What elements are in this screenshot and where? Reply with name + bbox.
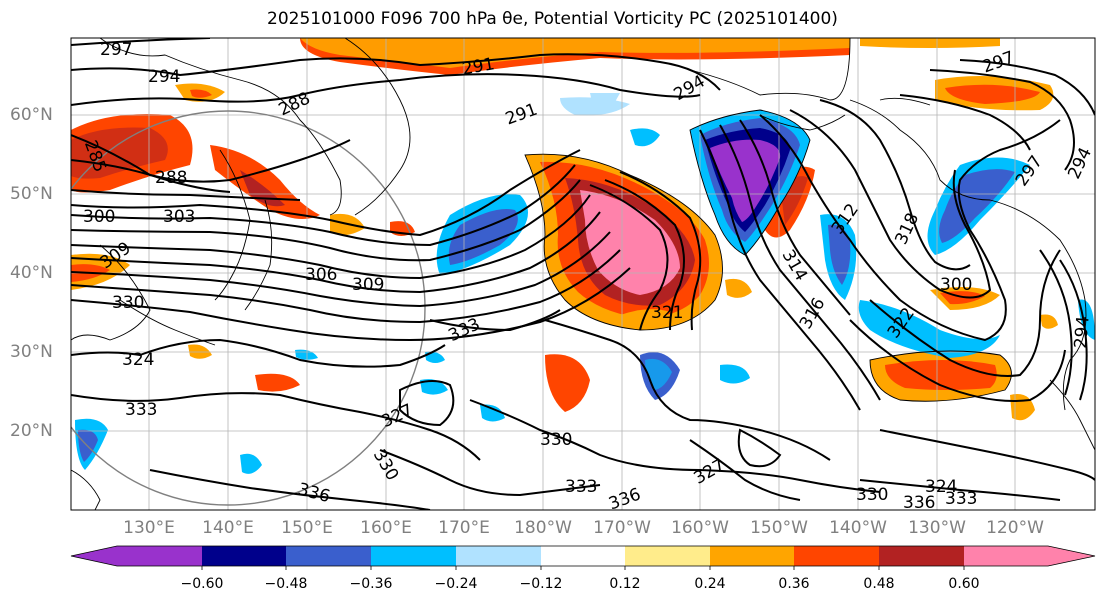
- contour-label: 309: [352, 275, 384, 295]
- colorbar-tick-label: 0.24: [694, 576, 726, 592]
- colorbar-segment: [964, 546, 1049, 566]
- map-frame: [70, 37, 1096, 511]
- colorbar-tick-label: −0.12: [519, 576, 563, 592]
- lat-label: 30°N: [10, 342, 53, 362]
- lat-label: 60°N: [10, 105, 53, 125]
- colorbar-tick-label: −0.48: [264, 576, 308, 592]
- lon-label: 140°E: [202, 518, 254, 538]
- pv-contour-outlines: [524, 109, 1012, 402]
- contour-label: 300: [83, 207, 115, 227]
- contour-label: 324: [925, 477, 957, 497]
- colorbar-segment: [625, 546, 711, 566]
- contour-label: 330: [540, 430, 572, 450]
- contour-label: 333: [945, 489, 977, 509]
- contour-label: 294: [148, 67, 180, 87]
- contour-label: 297: [100, 40, 132, 60]
- lat-label: 50°N: [10, 184, 53, 204]
- colorbar-segment: [371, 546, 457, 566]
- lon-label: 130°E: [123, 518, 175, 538]
- colorbar-segment: [879, 546, 965, 566]
- colorbar-over-extend: [1048, 546, 1095, 566]
- map-title: 2025101000 F096 700 hPa θe, Potential Vo…: [267, 9, 838, 29]
- colorbar-tick-label: 0.36: [778, 576, 810, 592]
- colorbar-tick-label: 0.48: [863, 576, 895, 592]
- colorbar-segment: [286, 546, 372, 566]
- colorbar-tick-label: 0.12: [609, 576, 641, 592]
- lon-label: 120°W: [986, 518, 1044, 538]
- colorbar: [70, 545, 1096, 570]
- colorbar-segment: [456, 546, 542, 566]
- lon-label: 130°W: [908, 518, 966, 538]
- colorbar-segment: [541, 546, 627, 566]
- colorbar-under-extend: [71, 546, 118, 566]
- range-circle: [71, 110, 426, 506]
- contour-label: 330: [856, 485, 888, 505]
- contour-label: 321: [651, 303, 683, 323]
- lon-label: 170°E: [438, 518, 490, 538]
- contour-label: 288: [155, 168, 187, 188]
- lon-label: 140°W: [829, 518, 887, 538]
- contour-label: 324: [122, 350, 154, 370]
- colorbar-tick-label: 0.60: [948, 576, 980, 592]
- lat-label: 40°N: [10, 263, 53, 283]
- colorbar-tick-label: −0.24: [434, 576, 478, 592]
- lon-label: 160°E: [360, 518, 412, 538]
- contour-label: 336: [903, 493, 935, 513]
- colorbar-segment: [794, 546, 880, 566]
- lon-label: 170°W: [593, 518, 651, 538]
- colorbar-tick-label: −0.60: [180, 576, 224, 592]
- colorbar-segment: [710, 546, 796, 566]
- lon-label: 180°W: [514, 518, 572, 538]
- colorbar-tick-label: −0.36: [349, 576, 393, 592]
- contour-label: 333: [565, 477, 597, 497]
- colorbar-segment: [202, 546, 288, 566]
- lon-label: 150°W: [750, 518, 808, 538]
- colorbar-segment: [117, 546, 203, 566]
- contour-label: 330: [112, 293, 144, 313]
- contour-label: 294: [1071, 315, 1094, 349]
- contour-label: 303: [163, 207, 195, 227]
- lat-label: 20°N: [10, 421, 53, 441]
- lon-label: 160°W: [671, 518, 729, 538]
- contour-label: 306: [305, 265, 337, 285]
- contour-label: 333: [125, 400, 157, 420]
- contour-label: 300: [940, 275, 972, 295]
- map-plot-area: [71, 38, 1095, 510]
- lon-label: 150°E: [281, 518, 333, 538]
- coastlines: [71, 38, 1095, 510]
